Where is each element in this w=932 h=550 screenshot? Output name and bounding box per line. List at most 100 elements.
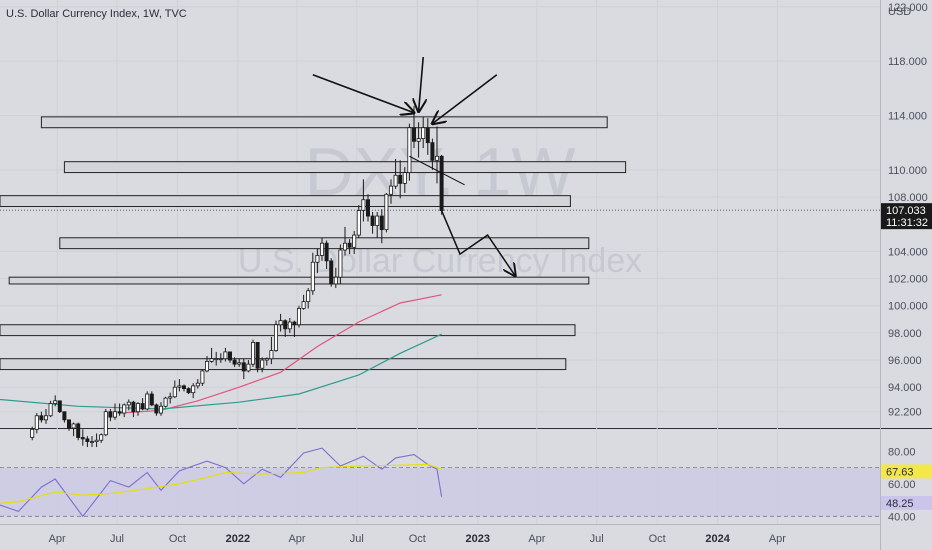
time-tick-label: Oct: [169, 533, 186, 545]
candle-body-down: [324, 242, 329, 262]
rsi-signal-line: [0, 463, 442, 504]
grid-layer: [0, 0, 880, 524]
candle-body-up: [177, 385, 182, 388]
candles-layer: [30, 105, 444, 448]
sr-zone: [0, 358, 567, 371]
candle: [356, 205, 361, 238]
price-tick-label: 98.000: [888, 328, 922, 340]
candle-body-up: [34, 415, 39, 430]
candle: [264, 357, 269, 366]
last-price-value: 107.033: [886, 205, 926, 217]
candle: [122, 403, 127, 418]
candle: [388, 179, 393, 204]
candle: [113, 403, 118, 420]
candle-body-up: [264, 358, 269, 361]
candle-body-up: [352, 234, 357, 248]
candle-body-up: [315, 255, 320, 263]
candle-body-down: [430, 142, 435, 161]
candle-body-up: [388, 185, 393, 195]
rsi-tick-label: 40.00: [888, 511, 916, 523]
candle-body-down: [439, 155, 444, 212]
candle-body-up: [384, 193, 389, 231]
rsi-tick-label: 60.00: [888, 479, 916, 491]
candle: [34, 413, 39, 434]
candle: [250, 339, 255, 367]
candle-body-up: [122, 404, 127, 414]
candle-body-up: [306, 290, 311, 303]
candle: [168, 392, 173, 404]
rsi-layer: [0, 447, 880, 518]
candle: [90, 436, 95, 448]
symbol-title: U.S. Dollar Currency Index, 1W, TVC: [6, 8, 187, 20]
candle-body-down: [80, 437, 85, 440]
candle: [30, 426, 35, 441]
candle-body-down: [232, 359, 237, 365]
candle-body-down: [241, 362, 246, 372]
candle-body-up: [53, 400, 58, 404]
candle: [434, 126, 439, 184]
candle: [158, 402, 163, 416]
candle-body-up: [342, 242, 347, 251]
sr-zone: [40, 116, 608, 129]
candle-body-up: [191, 385, 196, 394]
price-tick-label: 96.000: [888, 355, 922, 367]
candle-body-up: [273, 324, 278, 351]
time-tick-label: Apr: [288, 533, 305, 545]
candle-body-up: [145, 393, 150, 410]
time-tick-label: Apr: [769, 533, 786, 545]
candle: [301, 294, 306, 310]
time-tick-label: Apr: [528, 533, 545, 545]
time-tick-label: Jul: [110, 533, 124, 545]
top-arrow: [312, 73, 414, 113]
sr-zone: [8, 276, 590, 285]
candle: [177, 379, 182, 392]
candle-body-up: [90, 441, 95, 443]
candle: [214, 351, 219, 366]
candle-body-up: [296, 308, 301, 326]
candle: [48, 400, 53, 418]
candle-body-down: [131, 401, 136, 413]
price-axis-bg: [880, 0, 932, 550]
candle-body-up: [361, 199, 366, 212]
candle: [283, 319, 288, 337]
candle-body-down: [255, 341, 260, 369]
candle-body-up: [209, 358, 214, 362]
candle-body-down: [62, 411, 67, 421]
candle-body-down: [365, 199, 370, 217]
candle-body-down: [39, 415, 44, 421]
price-tick-label: 102.000: [888, 274, 928, 286]
candle: [273, 320, 278, 352]
axis-layer: 122.000 118.000 114.000 110.000 108.000 104.0…: [49, 2, 932, 545]
candle-body-up: [30, 428, 35, 438]
trend-line: [409, 155, 465, 186]
candle-body-up: [356, 210, 361, 236]
candle: [292, 320, 297, 337]
bar-countdown: 11:31:32: [886, 217, 928, 229]
candle-body-up: [319, 242, 324, 256]
candle: [80, 429, 85, 446]
candle-body-up: [94, 439, 99, 442]
candle: [324, 240, 329, 270]
candle: [44, 408, 49, 424]
candle-body-up: [421, 127, 426, 139]
candle: [278, 313, 283, 332]
candle-body-down: [292, 321, 297, 326]
price-tick-label: 122.000: [888, 2, 928, 14]
candle: [57, 400, 62, 414]
candle-body-down: [329, 260, 334, 285]
candle-body-up: [44, 415, 49, 421]
rsi-value: 48.25: [886, 498, 914, 510]
candle: [67, 419, 72, 431]
price-tick-label: 94.000: [888, 382, 922, 394]
candle: [255, 341, 260, 373]
candle: [126, 399, 131, 411]
candle-body-up: [375, 215, 380, 226]
candle-body-down: [140, 403, 145, 410]
candle-body-up: [163, 397, 168, 407]
candle-body-up: [99, 434, 104, 441]
candle: [154, 403, 159, 416]
candle: [39, 411, 44, 423]
candle-body-down: [411, 127, 416, 142]
candle: [94, 433, 99, 448]
